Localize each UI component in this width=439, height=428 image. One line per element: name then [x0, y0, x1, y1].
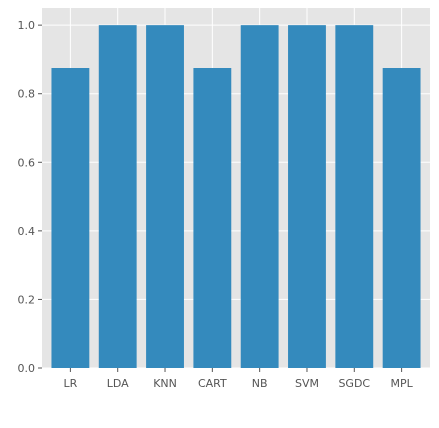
x-tick-label-knn: KNN: [153, 377, 177, 390]
x-tick-label-nb: NB: [252, 377, 268, 390]
bar-sgdc: [335, 25, 374, 369]
x-tick-label-lda: LDA: [107, 377, 129, 390]
bars: [51, 25, 421, 369]
x-tick-label-svm: SVM: [295, 377, 319, 390]
y-tick-label: 1.0: [18, 19, 36, 32]
x-tick-label-sgdc: SGDC: [338, 377, 370, 390]
bar-mpl: [382, 68, 421, 368]
bar-knn: [146, 25, 184, 369]
bar-nb: [240, 25, 279, 369]
y-tick-label: 0.8: [18, 88, 36, 101]
bar-cart: [193, 68, 232, 368]
y-tick-label: 0.0: [18, 362, 36, 375]
x-tick-label-cart: CART: [198, 377, 227, 390]
y-axis-ticks: 0.0 0.2 0.4 0.6 0.8 1.0: [18, 19, 42, 375]
bar-lr: [51, 68, 90, 368]
y-tick-label: 0.6: [18, 156, 36, 169]
y-tick-label: 0.2: [18, 293, 36, 306]
x-tick-label-lr: LR: [63, 377, 77, 390]
bar-svm: [288, 25, 326, 369]
bar-lda: [98, 25, 137, 369]
x-axis-ticks: LR LDA KNN CART NB SVM SGDC MPL: [63, 368, 414, 390]
y-tick-label: 0.4: [18, 225, 36, 238]
x-tick-label-mpl: MPL: [390, 377, 413, 390]
